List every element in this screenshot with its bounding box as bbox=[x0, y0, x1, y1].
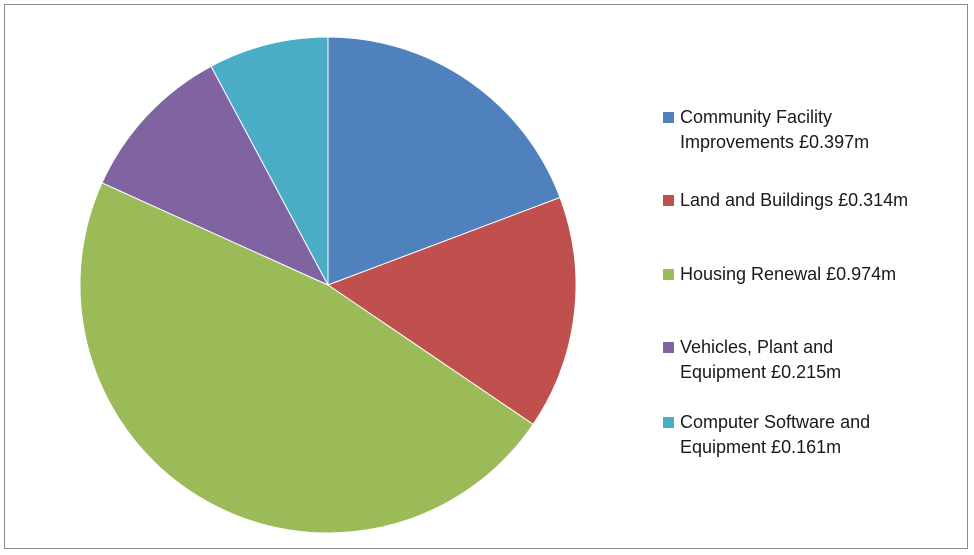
legend-label-housing-renewal: Housing Renewal £0.974m bbox=[680, 264, 897, 284]
legend-label-land-buildings: Land and Buildings £0.314m bbox=[680, 190, 909, 210]
legend-label-computer-software: Computer Software and Equipment £0.161m bbox=[680, 412, 871, 457]
legend-swatch-housing-renewal bbox=[663, 269, 674, 280]
legend-swatch-community-facility bbox=[663, 112, 674, 123]
legend-swatch-computer-software bbox=[663, 417, 674, 428]
pie-slice-community-facility bbox=[327, 36, 561, 286]
pie-slice-computer-software bbox=[210, 36, 329, 286]
legend-swatch-vehicles-plant bbox=[663, 342, 674, 353]
legend-item-land-buildings: Land and Buildings £0.314m bbox=[663, 188, 963, 213]
legend-item-computer-software: Computer Software and Equipment £0.161m bbox=[663, 410, 963, 460]
legend-swatch-land-buildings bbox=[663, 195, 674, 206]
pie-slice-housing-renewal bbox=[79, 182, 534, 534]
legend-item-vehicles-plant: Vehicles, Plant and Equipment £0.215m bbox=[663, 335, 963, 385]
legend-item-housing-renewal: Housing Renewal £0.974m bbox=[663, 262, 963, 287]
pie-slice-vehicles-plant bbox=[101, 65, 330, 287]
pie-chart bbox=[79, 36, 577, 534]
legend-label-vehicles-plant: Vehicles, Plant and Equipment £0.215m bbox=[680, 337, 842, 382]
chart-area: Community Facility Improvements £0.397m … bbox=[4, 4, 968, 549]
legend-item-community-facility: Community Facility Improvements £0.397m bbox=[663, 105, 963, 155]
pie-slice-land-buildings bbox=[326, 196, 577, 426]
legend-label-community-facility: Community Facility Improvements £0.397m bbox=[680, 107, 870, 152]
